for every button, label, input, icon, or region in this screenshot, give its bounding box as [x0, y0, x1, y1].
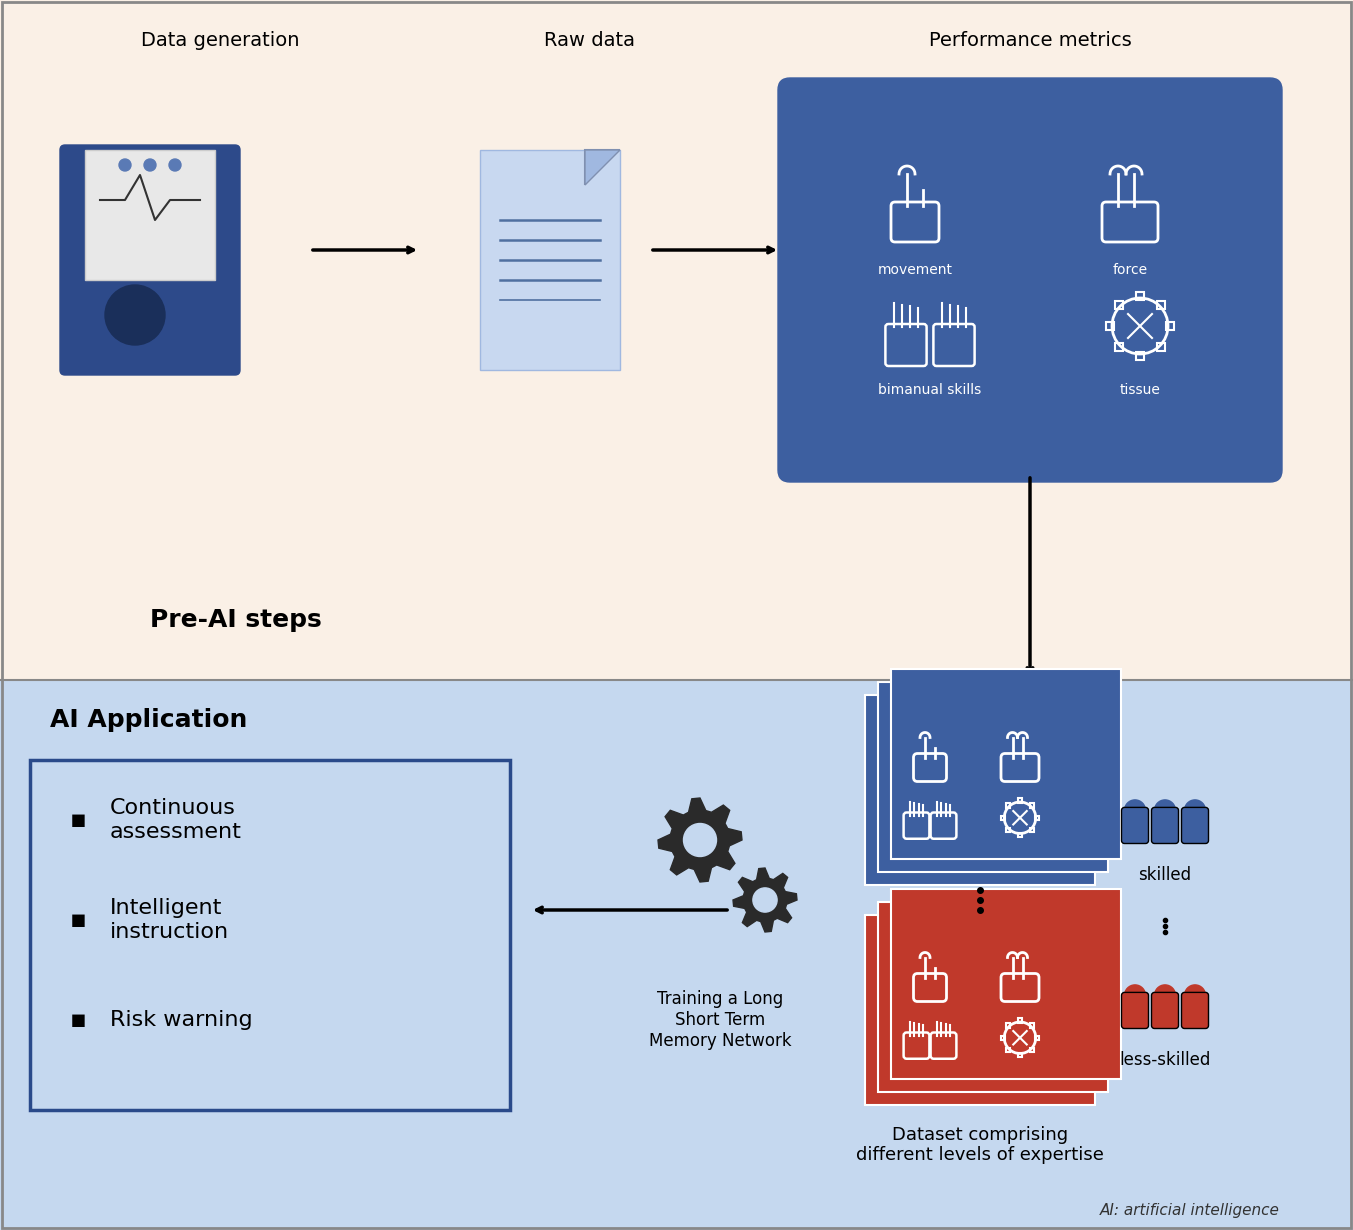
- FancyBboxPatch shape: [85, 150, 215, 280]
- FancyBboxPatch shape: [1151, 807, 1178, 844]
- Circle shape: [106, 285, 165, 344]
- Bar: [0, 680, 1353, 1230]
- Circle shape: [752, 888, 777, 913]
- FancyBboxPatch shape: [878, 681, 1108, 872]
- FancyBboxPatch shape: [480, 150, 620, 370]
- FancyBboxPatch shape: [865, 915, 1095, 1105]
- Bar: [0, 0, 1353, 680]
- Text: ▪: ▪: [70, 1009, 87, 1032]
- Circle shape: [143, 159, 156, 171]
- FancyBboxPatch shape: [878, 902, 1108, 1092]
- Text: Risk warning: Risk warning: [110, 1010, 253, 1030]
- Circle shape: [1154, 985, 1176, 1006]
- Polygon shape: [733, 868, 797, 932]
- Text: tissue: tissue: [1119, 383, 1161, 397]
- Text: movement: movement: [878, 263, 953, 277]
- Text: Continuous
assessment: Continuous assessment: [110, 798, 242, 841]
- Circle shape: [1154, 800, 1176, 820]
- Text: Intelligent
instruction: Intelligent instruction: [110, 898, 229, 942]
- FancyBboxPatch shape: [1181, 807, 1208, 844]
- Circle shape: [119, 159, 131, 171]
- FancyBboxPatch shape: [30, 760, 510, 1109]
- FancyBboxPatch shape: [865, 695, 1095, 886]
- Circle shape: [1184, 800, 1206, 820]
- Text: Dataset comprising
different levels of expertise: Dataset comprising different levels of e…: [856, 1125, 1104, 1165]
- Text: Raw data: Raw data: [544, 31, 636, 49]
- Circle shape: [683, 824, 717, 856]
- Text: Training a Long
Short Term
Memory Network: Training a Long Short Term Memory Networ…: [648, 990, 792, 1049]
- Text: ▪: ▪: [70, 808, 87, 831]
- Text: force: force: [1112, 263, 1147, 277]
- FancyBboxPatch shape: [1151, 993, 1178, 1028]
- Circle shape: [169, 159, 181, 171]
- Circle shape: [1124, 800, 1146, 820]
- FancyBboxPatch shape: [892, 669, 1122, 859]
- FancyBboxPatch shape: [1181, 993, 1208, 1028]
- Text: less-skilled: less-skilled: [1119, 1050, 1211, 1069]
- Text: ▪: ▪: [70, 908, 87, 932]
- Text: bimanual skills: bimanual skills: [878, 383, 982, 397]
- Circle shape: [1124, 985, 1146, 1006]
- FancyBboxPatch shape: [60, 145, 239, 375]
- Text: Performance metrics: Performance metrics: [928, 31, 1131, 49]
- Text: Data generation: Data generation: [141, 31, 299, 49]
- FancyBboxPatch shape: [1122, 993, 1149, 1028]
- Polygon shape: [584, 150, 620, 184]
- Text: skilled: skilled: [1138, 866, 1192, 884]
- FancyBboxPatch shape: [778, 77, 1283, 482]
- Text: AI Application: AI Application: [50, 708, 248, 732]
- Circle shape: [1184, 985, 1206, 1006]
- Polygon shape: [658, 798, 741, 882]
- Text: Pre-AI steps: Pre-AI steps: [150, 608, 322, 632]
- Text: AI: artificial intelligence: AI: artificial intelligence: [1100, 1203, 1280, 1218]
- FancyBboxPatch shape: [1122, 807, 1149, 844]
- FancyBboxPatch shape: [892, 889, 1122, 1079]
